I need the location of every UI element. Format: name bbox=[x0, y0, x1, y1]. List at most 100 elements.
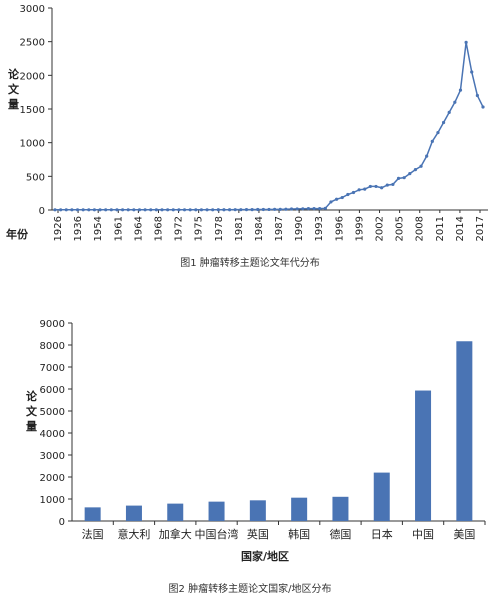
chart1-data-point bbox=[120, 208, 125, 212]
chart1-data-point bbox=[425, 154, 429, 158]
chart1-data-point bbox=[222, 208, 226, 212]
chart2-category-label: 中国 bbox=[412, 528, 434, 541]
chart1-x-tick-label: 2002 bbox=[375, 216, 386, 241]
chart1-y-tick-label: 0 bbox=[39, 206, 45, 217]
chart1-data-point bbox=[53, 208, 57, 212]
chart1-data-point bbox=[98, 208, 102, 212]
chart2-category-label: 韩国 bbox=[288, 527, 310, 541]
chart1-data-point bbox=[211, 208, 215, 212]
chart1-x-tick-label: 1996 bbox=[334, 216, 345, 241]
chart2-bar bbox=[373, 472, 390, 521]
chart1-data-point bbox=[419, 164, 423, 168]
chart1-x-tick-label: 1926 bbox=[53, 216, 64, 241]
chart2-y-tick-label: 0 bbox=[59, 517, 65, 528]
chart1-data-point bbox=[396, 176, 401, 180]
chart1-data-point bbox=[261, 207, 265, 212]
chart1-data-point bbox=[334, 197, 339, 201]
chart1-data-point bbox=[154, 208, 158, 212]
chart2-y-tick-label: 4000 bbox=[40, 429, 65, 440]
chart1-data-point bbox=[312, 207, 316, 211]
chart1-data-point bbox=[385, 183, 389, 187]
chart1-x-tick-label: 1961 bbox=[113, 216, 124, 241]
chart1-data-point bbox=[306, 207, 311, 211]
chart1-data-point bbox=[441, 120, 446, 125]
chart2-bar bbox=[332, 496, 349, 521]
chart1-data-point bbox=[87, 208, 91, 212]
chart1-data-point bbox=[137, 208, 142, 212]
chart-1: 0 500 1000 1500 2000 2500 3000 1926 1936 1954 196… bbox=[6, 4, 488, 269]
chart-2: 0 1000 2000 3000 4000 5000 6000 7000 8000 9000 法国… bbox=[26, 319, 486, 595]
chart2-y-axis-label: 论文量 bbox=[26, 389, 38, 433]
chart1-data-point bbox=[92, 208, 97, 212]
chart2-category-label: 英国 bbox=[247, 527, 269, 541]
chart1-data-point bbox=[81, 208, 85, 212]
chart1-data-point bbox=[115, 208, 119, 212]
chart2-y-tick-label: 8000 bbox=[40, 341, 65, 352]
chart1-y-tick-label: 3000 bbox=[20, 4, 45, 15]
chart1-data-point bbox=[216, 208, 220, 212]
chart2-y-tick-label: 6000 bbox=[40, 385, 65, 396]
chart1-x-axis-label: 年份 bbox=[6, 227, 29, 241]
chart2-category-label: 中国台湾 bbox=[195, 527, 239, 541]
chart1-x-tick-label: 1975 bbox=[194, 216, 205, 241]
chart1-caption: 图1 肿瘤转移主题论文年代分布 bbox=[180, 256, 320, 269]
chart1-data-point bbox=[380, 186, 384, 190]
chart1-data-point bbox=[430, 139, 434, 143]
chart2-bar bbox=[249, 500, 266, 521]
chart1-data-point bbox=[227, 208, 232, 212]
chart1-data-point bbox=[199, 208, 204, 212]
chart1-data-point bbox=[70, 208, 74, 212]
chart1-data-point bbox=[59, 208, 63, 212]
chart1-data-point bbox=[368, 184, 372, 189]
chart1-y-tick-label: 2000 bbox=[20, 71, 45, 82]
chart1-data-point bbox=[374, 184, 378, 189]
chart1-x-tick-label: 1972 bbox=[174, 216, 185, 241]
chart1-data-point bbox=[436, 130, 440, 135]
chart1-data-point bbox=[75, 208, 80, 212]
chart1-x-tick-label: 1954 bbox=[93, 216, 104, 241]
chart2-y-tick-label: 1000 bbox=[40, 495, 65, 506]
chart2-caption: 图2 肿瘤转移主题论文国家/地区分布 bbox=[169, 582, 332, 595]
chart1-data-point bbox=[109, 208, 113, 212]
chart1-data-point bbox=[408, 172, 412, 176]
chart1-y-tick-label: 1000 bbox=[20, 139, 45, 150]
chart1-data-point bbox=[402, 176, 406, 180]
chart2-category-label: 加拿大 bbox=[159, 527, 192, 541]
chart1-data-point bbox=[188, 208, 192, 212]
chart2-category-label: 法国 bbox=[82, 527, 104, 541]
chart1-data-point bbox=[171, 208, 175, 212]
chart1-data-point bbox=[458, 88, 463, 92]
chart1-x-tick-label: 2008 bbox=[415, 216, 426, 241]
chart1-data-point bbox=[256, 207, 260, 212]
chart1-data-point bbox=[273, 207, 277, 211]
chart2-y-tick-label: 9000 bbox=[40, 319, 65, 330]
chart1-data-point bbox=[244, 207, 249, 212]
chart2-bar bbox=[415, 390, 432, 521]
chart1-x-tick-label: 1968 bbox=[153, 216, 164, 241]
chart1-data-point bbox=[329, 200, 333, 204]
chart1-x-tick-label: 2017 bbox=[475, 216, 486, 241]
chart1-data-point bbox=[481, 105, 485, 109]
chart2-bar bbox=[167, 503, 184, 521]
chart1-data-point bbox=[301, 207, 305, 211]
chart2-bar bbox=[456, 341, 473, 521]
chart2-category-label: 意大利 bbox=[117, 527, 150, 541]
chart1-data-point bbox=[351, 190, 356, 195]
chart1-data-point bbox=[284, 207, 288, 211]
chart1-data-point bbox=[464, 40, 468, 44]
chart1-x-tick-label: 1936 bbox=[73, 216, 84, 241]
chart1-data-point bbox=[143, 208, 147, 212]
chart1-data-point bbox=[346, 192, 350, 197]
chart1-data-point bbox=[64, 208, 68, 212]
chart2-category-label: 美国 bbox=[453, 528, 475, 541]
chart1-data-point bbox=[160, 208, 164, 212]
chart1-x-tick-label: 2005 bbox=[395, 216, 406, 241]
chart1-data-point bbox=[318, 207, 322, 211]
chart1-data-point bbox=[278, 207, 282, 211]
chart1-x-tick-label: 1984 bbox=[254, 216, 265, 241]
chart1-data-point bbox=[177, 208, 181, 212]
chart1-y-tick-label: 500 bbox=[26, 172, 45, 183]
chart1-data-point bbox=[323, 206, 327, 210]
chart1-data-point bbox=[267, 207, 271, 212]
